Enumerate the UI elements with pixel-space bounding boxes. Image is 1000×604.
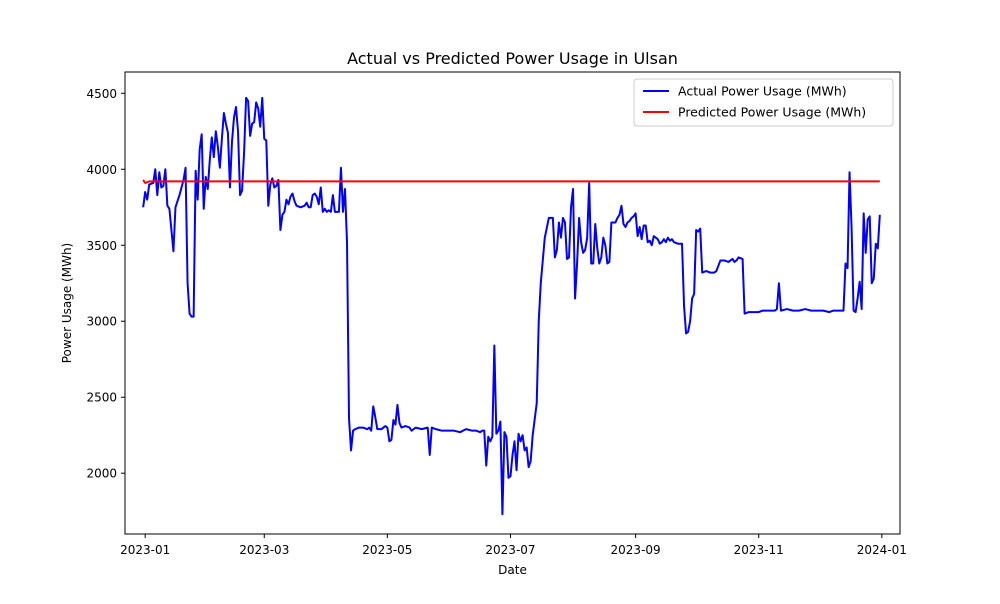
series-line-predicted	[142, 179, 880, 184]
y-axis-ticks: 2000 2500 3000 3500 4000 4500	[86, 87, 125, 481]
x-tick-label: 2023-09	[611, 543, 661, 557]
legend-label-predicted: Predicted Power Usage (MWh)	[678, 105, 866, 120]
x-tick-label: 2023-11	[734, 543, 784, 557]
x-axis-label: Date	[498, 563, 527, 577]
y-tick-label: 4500	[86, 87, 117, 101]
plot-area-frame	[124, 71, 901, 535]
plot-lines	[142, 96, 881, 516]
x-tick-label: 2024-01	[857, 543, 907, 557]
legend: Actual Power Usage (MWh) Predicted Power…	[633, 78, 894, 127]
legend-box	[633, 78, 894, 127]
x-tick-label: 2023-07	[485, 543, 535, 557]
y-tick-label: 3000	[86, 315, 117, 329]
chart-title: Actual vs Predicted Power Usage in Ulsan	[347, 49, 678, 68]
series-line-actual	[142, 96, 881, 516]
y-tick-label: 3500	[86, 239, 117, 253]
y-tick-label: 4000	[86, 163, 117, 177]
y-axis-label: Power Usage (MWh)	[60, 243, 74, 364]
legend-label-actual: Actual Power Usage (MWh)	[678, 84, 847, 99]
y-tick-label: 2000	[86, 467, 117, 481]
x-axis-ticks: 2023-01 2023-03 2023-05 2023-07 2023-09 2023-…	[120, 534, 907, 557]
x-tick-label: 2023-03	[239, 543, 289, 557]
y-tick-label: 2500	[86, 391, 117, 405]
x-tick-label: 2023-01	[120, 543, 170, 557]
x-tick-label: 2023-05	[362, 543, 412, 557]
